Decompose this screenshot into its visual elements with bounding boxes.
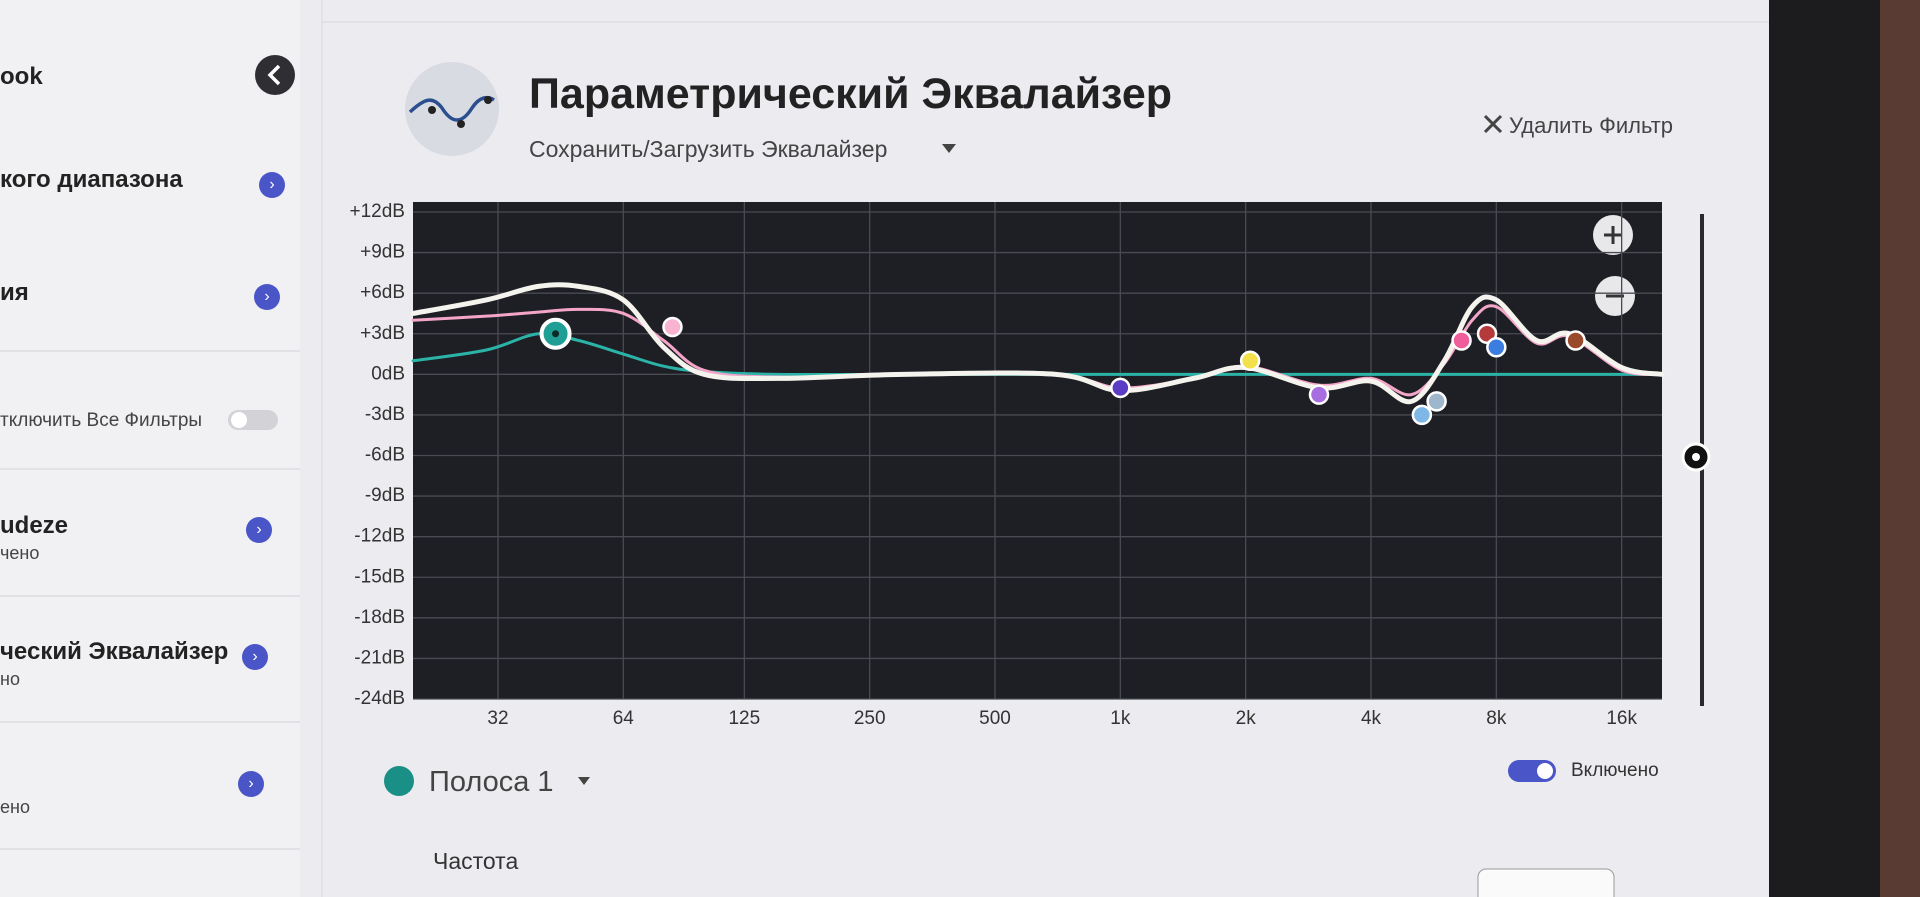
zoom-slider-knob-dot [1692,453,1700,461]
band-handle[interactable] [662,316,683,338]
collapse-icon [267,64,281,86]
x-tick-label: 8k [1486,708,1507,729]
y-tick-label: +6dB [360,282,405,303]
y-tick-label: -15dB [354,566,405,587]
y-tick-label: -12dB [354,526,405,547]
open-button[interactable]: › [254,284,280,310]
eq-icon [405,62,499,156]
input-box[interactable] [1477,868,1615,897]
toggle-label: Включено [1571,760,1659,781]
band-handle-dot [552,330,560,338]
band-handle[interactable] [1110,377,1131,399]
x-tick-label: 64 [613,708,635,729]
eq-curve [410,282,1665,405]
sidebar-item[interactable]: кого диапазона [0,166,183,193]
sidebar-panel [0,0,300,897]
toggle-knob [1537,763,1553,779]
x-tick-label: 500 [979,708,1011,729]
eq-icon-dot [428,106,436,114]
band-handle[interactable] [1308,384,1330,405]
x-tick-label: 16k [1606,708,1637,729]
y-tick-label: +9dB [360,242,405,263]
band-handle[interactable] [1411,404,1433,426]
chart-background [413,202,1662,699]
band-name[interactable]: Полоса 1 [429,766,554,798]
open-button[interactable]: › [242,644,268,670]
y-tick-label: -3dB [365,404,405,425]
y-tick-label: -18dB [354,607,405,628]
dropdown-caret[interactable] [942,144,956,153]
eq-curve [411,331,1664,377]
sidebar-item[interactable]: udeze [0,512,69,539]
delete-filter[interactable]: Удалить Фильтр [1509,113,1674,138]
x-tick-label: 4k [1361,708,1382,729]
field-label: Частота [433,848,519,874]
sidebar-subtitle: ено [0,797,30,817]
sidebar-subtitle: но [0,669,20,689]
eq-icon-dot [457,120,465,128]
open-button[interactable]: › [246,517,272,543]
open-button[interactable]: › [238,771,264,797]
toggle-knob [231,412,247,428]
band-handle[interactable] [1451,330,1472,351]
sidebar-item[interactable]: тключить Все Фильтры [0,410,203,431]
band-handle[interactable] [1486,337,1507,358]
band-handle[interactable] [1239,350,1261,372]
page-title: Параметрический Эквалайзер [529,70,1173,118]
x-tick-label: 1k [1110,708,1131,729]
open-button[interactable]: › [259,172,285,198]
x-tick-label: 125 [728,708,760,729]
eq-icon-wave [408,95,495,122]
background-fabric [1880,0,1920,897]
sidebar-item[interactable]: ook [0,63,43,90]
collapse-button[interactable] [255,55,295,95]
x-tick-label: 32 [487,708,508,729]
preset-menu[interactable]: Сохранить/Загрузить Эквалайзер [529,136,888,162]
band-handle[interactable] [1565,330,1586,351]
sidebar-item[interactable]: ческий Эквалайзер [0,638,229,665]
sidebar-item[interactable]: ия [0,279,29,306]
sidebar-subtitle: чено [0,543,40,563]
y-tick-label: -21dB [354,647,405,668]
y-tick-label: +3dB [360,323,405,344]
y-tick-label: -9dB [365,485,405,506]
delete-icon[interactable] [1483,114,1503,134]
band-handle[interactable] [1426,391,1447,412]
eq-chart: +12dB +9dB +6dB +3dB 0dB -3dB -6dB -9dB -12dB -15… [350,201,1665,729]
eq-icon-dot [484,96,492,104]
x-tick-label: 2k [1236,708,1257,729]
y-tick-label: +12dB [350,201,405,222]
band-caret[interactable] [578,777,590,785]
y-tick-label: -24dB [354,688,405,709]
band-color [384,766,414,796]
zoom-in-icon [1604,226,1622,244]
y-tick-label: -6dB [365,445,405,466]
y-tick-label: 0dB [371,363,405,384]
x-tick-label: 250 [854,708,886,729]
